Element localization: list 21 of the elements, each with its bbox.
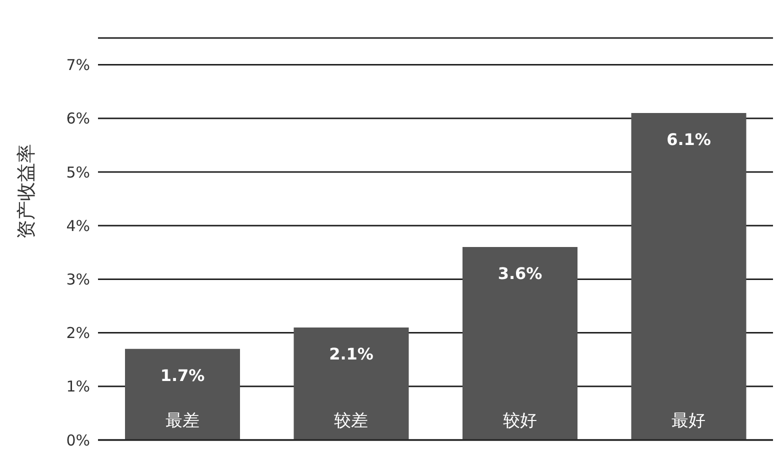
data-label: 6.1% bbox=[666, 130, 711, 150]
x-tick-label: 较差 bbox=[334, 411, 368, 431]
x-tick-label: 最差 bbox=[165, 411, 200, 431]
bar bbox=[631, 113, 746, 440]
y-tick-label: 7% bbox=[66, 56, 90, 74]
y-tick-label: 0% bbox=[66, 431, 90, 450]
y-axis-title: 资产收益率 bbox=[16, 144, 38, 239]
y-tick-label: 3% bbox=[66, 270, 90, 289]
bar bbox=[294, 327, 409, 440]
y-tick-label: 2% bbox=[66, 324, 90, 342]
bar bbox=[462, 247, 578, 440]
data-label: 1.7% bbox=[160, 366, 205, 385]
y-tick-label: 1% bbox=[66, 378, 90, 396]
data-label: 3.6% bbox=[498, 264, 542, 284]
y-tick-label: 6% bbox=[66, 110, 90, 128]
x-tick-label: 较好 bbox=[502, 411, 537, 431]
y-tick-label: 5% bbox=[66, 163, 90, 182]
data-label: 2.1% bbox=[329, 344, 374, 364]
bar bbox=[125, 348, 240, 440]
y-tick-label: 4% bbox=[66, 216, 90, 235]
x-tick-label: 最好 bbox=[672, 411, 706, 431]
